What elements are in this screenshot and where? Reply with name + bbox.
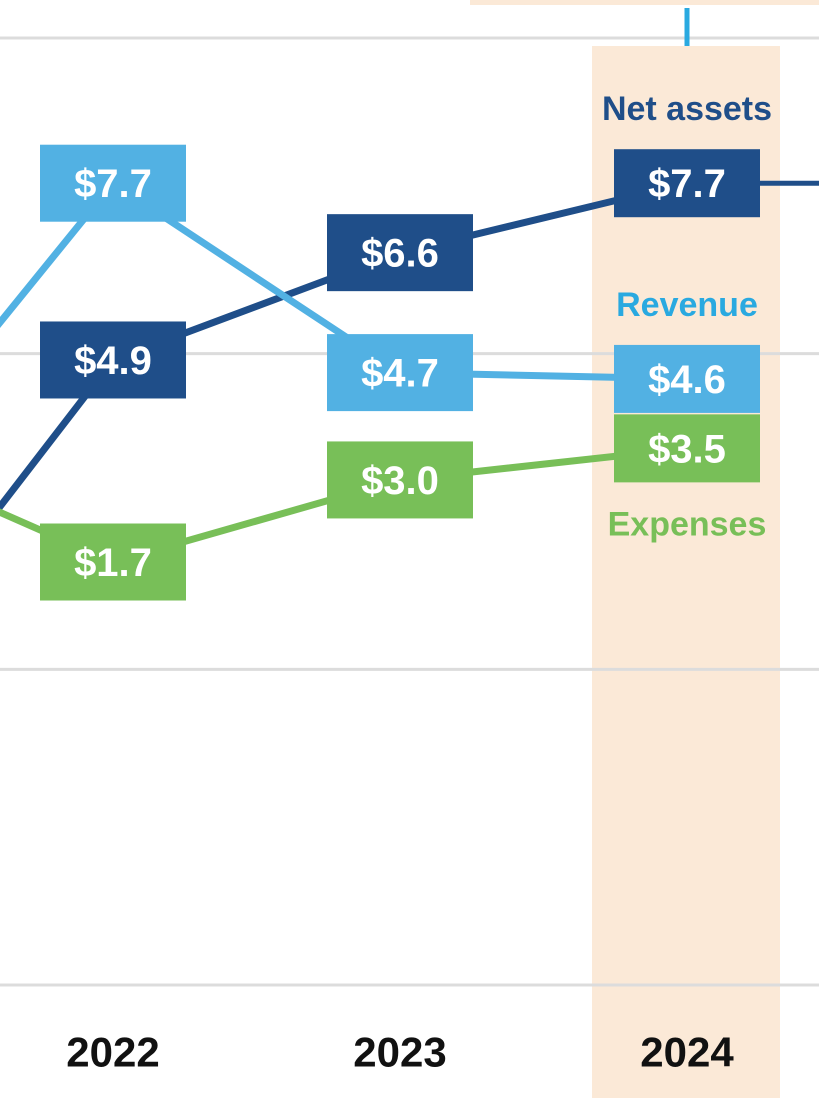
value-box [327, 334, 473, 412]
top-panel [470, 0, 819, 5]
value-label: $3.5 [648, 427, 726, 471]
value-box [327, 214, 473, 292]
value-box [614, 414, 760, 483]
value-label: $4.7 [361, 352, 439, 396]
value-box [614, 149, 760, 218]
value-box [327, 441, 473, 519]
value-label: $4.9 [74, 339, 152, 383]
value-box [40, 523, 186, 601]
series-name: Revenue [616, 286, 758, 324]
value-label: $3.0 [361, 459, 439, 503]
value-label: $7.7 [74, 162, 152, 206]
value-box [614, 344, 760, 413]
series-line [0, 444, 688, 566]
value-label: $1.7 [74, 541, 152, 585]
series-name: Expenses [608, 505, 767, 543]
x-tick-label: 2022 [66, 1029, 159, 1076]
value-box [40, 144, 186, 222]
value-box [40, 321, 186, 399]
x-tick-label: 2023 [353, 1029, 446, 1076]
value-label: $6.6 [361, 232, 439, 276]
highlight-band [592, 46, 780, 1098]
x-tick-label: 2024 [640, 1029, 734, 1076]
series-line [0, 179, 688, 383]
series-line [0, 179, 688, 513]
series-name: Net assets [602, 90, 772, 128]
value-label: $4.6 [648, 358, 726, 402]
value-label: $7.7 [648, 162, 726, 206]
